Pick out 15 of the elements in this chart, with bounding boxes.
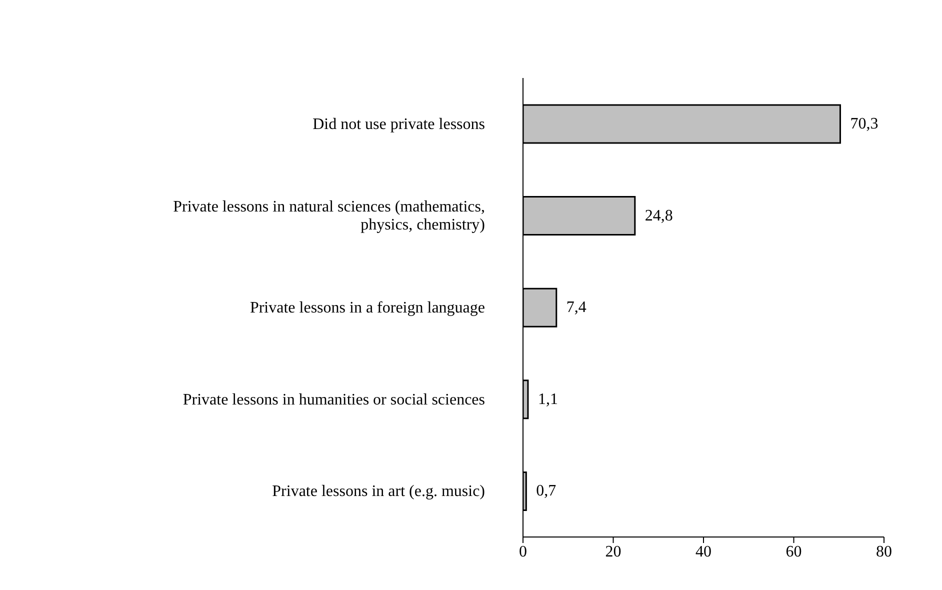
data-label: 0,7 <box>536 482 556 500</box>
x-tick-label: 0 <box>519 543 527 560</box>
y-tick-label: Private lessons in natural sciences (mathematics, physics, chemistry) <box>173 198 485 234</box>
y-tick-label: Did not use private lessons <box>312 115 485 132</box>
x-tick-label: 20 <box>605 543 622 560</box>
x-tick-label: 60 <box>786 543 802 560</box>
data-label: 7,4 <box>566 299 586 316</box>
data-label: 1,1 <box>538 390 558 408</box>
data-label: 24,8 <box>644 207 673 224</box>
y-tick-label: Private lessons in art (e.g. music) <box>272 482 485 500</box>
data-label: 70,3 <box>850 116 878 132</box>
y-tick-label: Private lessons in a foreign language <box>250 299 485 316</box>
x-tick-label: 40 <box>696 543 712 560</box>
y-tick-label: Private lessons in humanities or social sciences <box>182 390 485 408</box>
x-tick-label: 80 <box>876 543 892 560</box>
